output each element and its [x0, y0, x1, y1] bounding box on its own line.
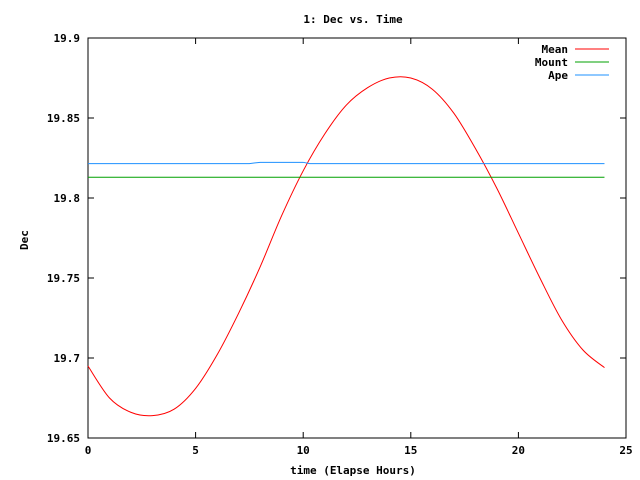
y-tick-label: 19.75: [47, 272, 80, 285]
y-tick-label: 19.65: [47, 432, 80, 445]
y-tick-label: 19.8: [54, 192, 81, 205]
x-tick-label: 20: [512, 444, 525, 457]
y-tick-label: 19.9: [54, 32, 81, 45]
series-line-mean: [87, 76, 605, 417]
x-tick-label: 0: [85, 444, 92, 457]
series-layer: [87, 76, 605, 417]
legend-label-mean: Mean: [542, 43, 569, 56]
x-tick-label: 5: [192, 444, 199, 457]
chart-title: 1: Dec vs. Time: [303, 13, 403, 26]
y-axis-label: Dec: [18, 230, 31, 250]
legend-label-mount: Mount: [535, 56, 568, 69]
x-axis-label: time (Elapse Hours): [290, 464, 416, 477]
plot-frame: [87, 37, 627, 439]
y-tick-label: 19.85: [47, 112, 80, 125]
y-tick-label: 19.7: [54, 352, 81, 365]
x-tick-label: 15: [404, 444, 417, 457]
axis-ticks: 0 5 10 15 20 25 19.65 19.7 19.75 19.8 19.85 19.9: [47, 32, 633, 457]
legend-label-ape: Ape: [548, 69, 568, 82]
series-line-ape: [88, 161, 605, 165]
x-tick-label: 10: [297, 444, 310, 457]
x-tick-label: 25: [619, 444, 632, 457]
